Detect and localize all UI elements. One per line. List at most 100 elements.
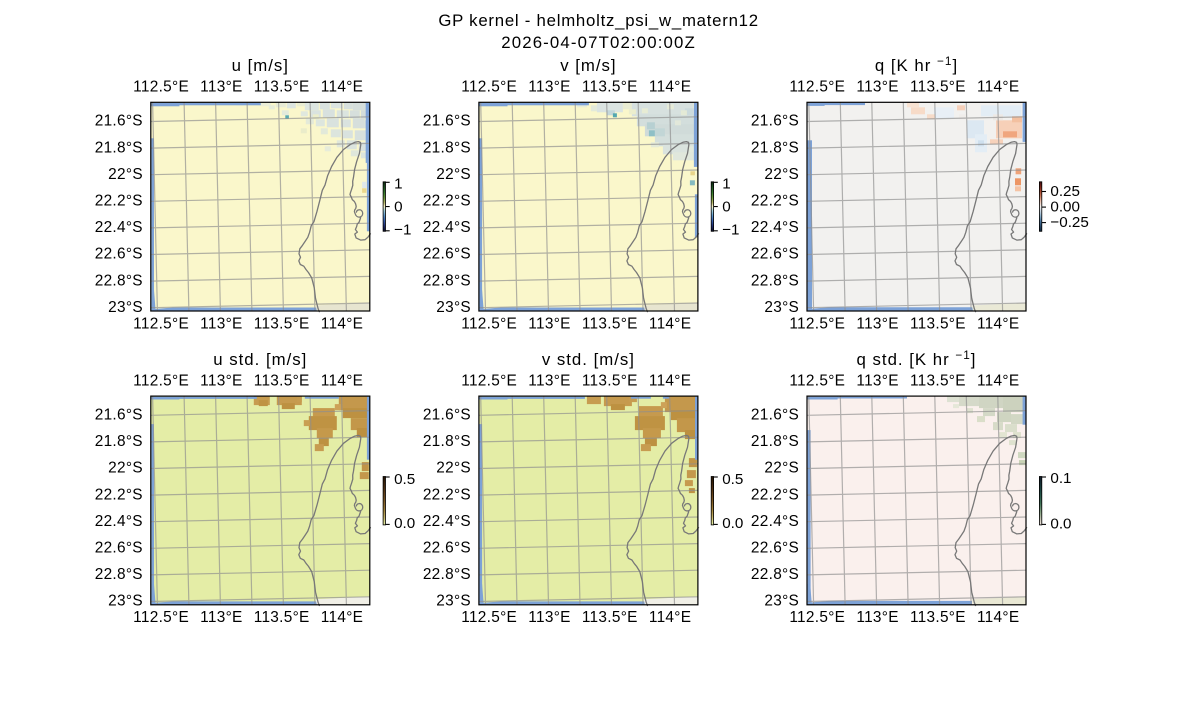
svg-text:0: 0 bbox=[394, 199, 402, 216]
svg-text:113°E: 113°E bbox=[856, 372, 898, 389]
svg-text:113.5°E: 113.5°E bbox=[254, 372, 310, 389]
svg-text:23°S: 23°S bbox=[436, 593, 471, 610]
svg-text:113.5°E: 113.5°E bbox=[582, 372, 638, 389]
svg-text:113.5°E: 113.5°E bbox=[582, 609, 638, 626]
svg-text:112.5°E: 112.5°E bbox=[789, 609, 845, 626]
svg-text:22.6°S: 22.6°S bbox=[751, 540, 799, 557]
svg-text:23°S: 23°S bbox=[108, 593, 143, 610]
svg-text:114°E: 114°E bbox=[977, 315, 1019, 332]
svg-text:22.8°S: 22.8°S bbox=[95, 566, 143, 583]
svg-text:0.0: 0.0 bbox=[722, 515, 743, 532]
svg-text:114°E: 114°E bbox=[321, 372, 363, 389]
svg-text:0.0: 0.0 bbox=[394, 515, 415, 532]
svg-text:22.4°S: 22.4°S bbox=[95, 219, 143, 236]
svg-text:113.5°E: 113.5°E bbox=[254, 609, 310, 626]
svg-text:112.5°E: 112.5°E bbox=[789, 315, 845, 332]
svg-text:113°E: 113°E bbox=[528, 79, 570, 96]
svg-text:21.8°S: 21.8°S bbox=[751, 139, 799, 156]
svg-text:22.6°S: 22.6°S bbox=[423, 246, 471, 263]
svg-text:112.5°E: 112.5°E bbox=[133, 609, 189, 626]
svg-text:114°E: 114°E bbox=[321, 315, 363, 332]
svg-text:22.2°S: 22.2°S bbox=[751, 486, 799, 503]
svg-text:22.4°S: 22.4°S bbox=[423, 219, 471, 236]
svg-text:22.8°S: 22.8°S bbox=[423, 272, 471, 289]
svg-text:113.5°E: 113.5°E bbox=[910, 372, 966, 389]
svg-text:21.6°S: 21.6°S bbox=[95, 407, 143, 424]
svg-text:22°S: 22°S bbox=[108, 460, 143, 477]
svg-text:113.5°E: 113.5°E bbox=[910, 315, 966, 332]
svg-text:22.6°S: 22.6°S bbox=[95, 246, 143, 263]
svg-text:114°E: 114°E bbox=[649, 372, 691, 389]
svg-text:114°E: 114°E bbox=[321, 609, 363, 626]
svg-text:112.5°E: 112.5°E bbox=[461, 315, 517, 332]
svg-text:1: 1 bbox=[722, 175, 730, 192]
svg-text:113.5°E: 113.5°E bbox=[582, 315, 638, 332]
svg-text:113°E: 113°E bbox=[856, 79, 898, 96]
svg-text:u [m/s]: u [m/s] bbox=[232, 56, 289, 75]
svg-text:21.6°S: 21.6°S bbox=[751, 407, 799, 424]
svg-text:113°E: 113°E bbox=[200, 609, 242, 626]
svg-text:112.5°E: 112.5°E bbox=[133, 315, 189, 332]
svg-text:22.8°S: 22.8°S bbox=[95, 272, 143, 289]
svg-text:114°E: 114°E bbox=[977, 79, 1019, 96]
svg-text:113°E: 113°E bbox=[528, 609, 570, 626]
svg-text:22.2°S: 22.2°S bbox=[423, 193, 471, 210]
svg-text:GP kernel - helmholtz_psi_w_ma: GP kernel - helmholtz_psi_w_matern12 bbox=[438, 11, 759, 30]
svg-text:0.1: 0.1 bbox=[1050, 470, 1071, 487]
svg-text:23°S: 23°S bbox=[108, 299, 143, 316]
svg-text:1: 1 bbox=[394, 175, 402, 192]
svg-text:22°S: 22°S bbox=[436, 166, 471, 183]
svg-text:113°E: 113°E bbox=[200, 315, 242, 332]
svg-text:22°S: 22°S bbox=[108, 166, 143, 183]
svg-text:0.0: 0.0 bbox=[1050, 515, 1071, 532]
svg-text:22.2°S: 22.2°S bbox=[95, 486, 143, 503]
svg-text:114°E: 114°E bbox=[321, 79, 363, 96]
svg-text:22.2°S: 22.2°S bbox=[423, 486, 471, 503]
svg-text:−0.25: −0.25 bbox=[1050, 214, 1088, 231]
svg-text:v [m/s]: v [m/s] bbox=[560, 56, 616, 75]
svg-text:113°E: 113°E bbox=[200, 79, 242, 96]
svg-text:112.5°E: 112.5°E bbox=[789, 79, 845, 96]
svg-text:21.8°S: 21.8°S bbox=[95, 139, 143, 156]
svg-text:112.5°E: 112.5°E bbox=[461, 372, 517, 389]
svg-text:u std. [m/s]: u std. [m/s] bbox=[213, 350, 307, 369]
svg-text:0.25: 0.25 bbox=[1050, 183, 1080, 200]
svg-text:21.8°S: 21.8°S bbox=[423, 139, 471, 156]
svg-text:113.5°E: 113.5°E bbox=[254, 315, 310, 332]
svg-text:21.8°S: 21.8°S bbox=[751, 433, 799, 450]
svg-text:22.4°S: 22.4°S bbox=[423, 513, 471, 530]
svg-text:22°S: 22°S bbox=[436, 460, 471, 477]
svg-text:112.5°E: 112.5°E bbox=[461, 609, 517, 626]
svg-text:112.5°E: 112.5°E bbox=[789, 372, 845, 389]
svg-text:2026-04-07T02:00:00Z: 2026-04-07T02:00:00Z bbox=[501, 33, 696, 52]
svg-text:22.2°S: 22.2°S bbox=[751, 193, 799, 210]
svg-text:22.4°S: 22.4°S bbox=[751, 219, 799, 236]
svg-text:23°S: 23°S bbox=[764, 299, 799, 316]
svg-text:v std. [m/s]: v std. [m/s] bbox=[542, 350, 635, 369]
svg-text:113°E: 113°E bbox=[528, 315, 570, 332]
svg-text:114°E: 114°E bbox=[977, 372, 1019, 389]
svg-text:113.5°E: 113.5°E bbox=[910, 79, 966, 96]
svg-text:22.6°S: 22.6°S bbox=[95, 540, 143, 557]
svg-text:−1: −1 bbox=[394, 222, 411, 239]
svg-text:0: 0 bbox=[722, 199, 730, 216]
svg-text:22.6°S: 22.6°S bbox=[423, 540, 471, 557]
svg-text:21.8°S: 21.8°S bbox=[423, 433, 471, 450]
svg-text:113°E: 113°E bbox=[856, 315, 898, 332]
svg-text:21.6°S: 21.6°S bbox=[423, 113, 471, 130]
svg-text:23°S: 23°S bbox=[764, 593, 799, 610]
svg-text:114°E: 114°E bbox=[649, 609, 691, 626]
svg-text:22.2°S: 22.2°S bbox=[95, 193, 143, 210]
svg-text:q std. [K hr −1]: q std. [K hr −1] bbox=[857, 348, 977, 369]
svg-text:113.5°E: 113.5°E bbox=[254, 79, 310, 96]
svg-text:114°E: 114°E bbox=[649, 315, 691, 332]
svg-text:114°E: 114°E bbox=[977, 609, 1019, 626]
svg-text:21.8°S: 21.8°S bbox=[95, 433, 143, 450]
svg-text:21.6°S: 21.6°S bbox=[95, 113, 143, 130]
svg-text:21.6°S: 21.6°S bbox=[751, 113, 799, 130]
svg-text:22°S: 22°S bbox=[764, 166, 799, 183]
svg-text:113.5°E: 113.5°E bbox=[910, 609, 966, 626]
svg-text:22.8°S: 22.8°S bbox=[751, 272, 799, 289]
svg-text:22.4°S: 22.4°S bbox=[751, 513, 799, 530]
svg-text:22.4°S: 22.4°S bbox=[95, 513, 143, 530]
